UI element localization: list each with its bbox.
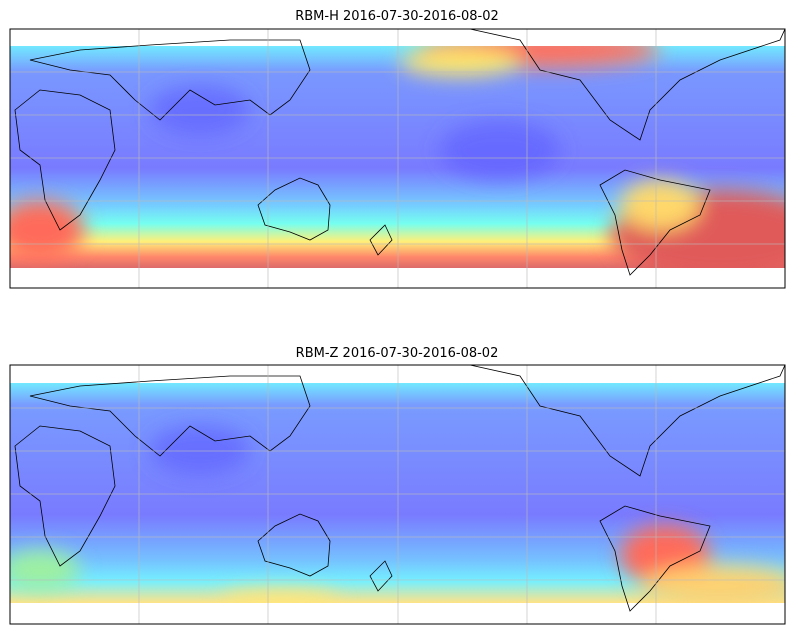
graticule [10, 365, 785, 624]
heatmap [10, 383, 785, 603]
panel-title: RBM-H 2016-07-30-2016-08-02 [295, 9, 499, 24]
heatmap [10, 46, 785, 268]
map-frame [9, 364, 786, 625]
graticule [10, 29, 785, 288]
map-frame [9, 28, 786, 289]
coastlines [14, 29, 785, 276]
panel-title: RBM-Z 2016-07-30-2016-08-02 [296, 346, 499, 361]
